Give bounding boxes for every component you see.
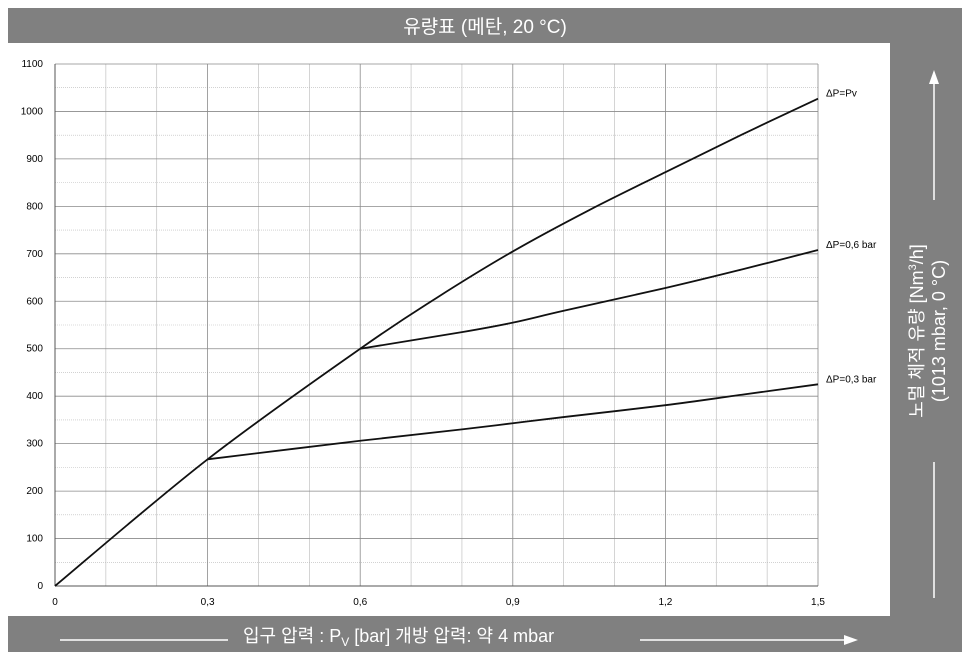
series-line-2 <box>360 249 819 350</box>
y-tick-label: 0 <box>37 581 43 592</box>
chart-title: 유량표 (메탄, 20 °C) <box>8 8 962 43</box>
x-tick-label: 1,2 <box>658 597 672 608</box>
series-label-3: ΔP=0,3 bar <box>826 374 877 385</box>
y-tick-label: 500 <box>26 344 43 355</box>
y-tick-label: 900 <box>26 154 43 165</box>
y-tick-label: 300 <box>26 439 43 450</box>
x-arrow-head-icon <box>844 635 858 645</box>
x-axis-label-prefix: 입구 압력 : P <box>243 626 342 646</box>
y-tick-label: 800 <box>26 201 43 212</box>
y-axis-label-panel: 노멀 체적 유량 [Nm3/h] (1013 mbar, 0 °C) <box>890 43 962 616</box>
series-line-3 <box>207 383 819 461</box>
y-tick-label: 700 <box>26 249 43 260</box>
x-axis-label-panel: 입구 압력 : PV [bar] 개방 압력: 약 4 mbar <box>8 616 962 652</box>
y-arrow-head-icon <box>929 70 939 84</box>
y-tick-label: 600 <box>26 296 43 307</box>
series-line-1 <box>54 97 819 587</box>
x-axis-label-suffix: [bar] 개방 압력: 약 4 mbar <box>349 626 555 646</box>
y-tick-label: 400 <box>26 391 43 402</box>
x-axis-label-sub: V <box>341 635 350 649</box>
y-tick-label: 1000 <box>21 106 44 117</box>
y-tick-label: 200 <box>26 486 43 497</box>
x-tick-label: 0,6 <box>353 597 367 608</box>
series-label-2: ΔP=0,6 bar <box>826 240 877 251</box>
x-tick-label: 0,3 <box>201 597 215 608</box>
x-tick-label: 1,5 <box>811 597 825 608</box>
y-tick-label: 100 <box>26 534 43 545</box>
plot-area: 0 100 200 300 400 500 600 700 800 900 1000 1100 0 0,3… <box>21 59 877 608</box>
x-tick-label: 0,9 <box>506 597 520 608</box>
x-tick-label: 0 <box>52 597 58 608</box>
x-axis-label: 입구 압력 : PV [bar] 개방 압력: 약 4 mbar <box>243 622 554 649</box>
y-tick-label: 1100 <box>21 59 43 70</box>
series-label-1: ΔP=Pv <box>826 89 857 100</box>
